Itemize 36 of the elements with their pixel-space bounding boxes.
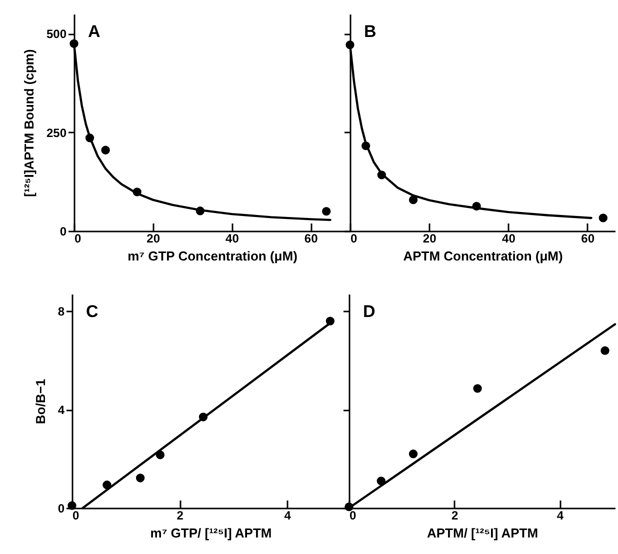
y-tick-label: 250	[46, 126, 67, 140]
x-tick-label: 2	[452, 508, 459, 522]
x-tick-label: 20	[146, 232, 160, 246]
point	[322, 206, 331, 216]
x-tick-label: 4	[284, 508, 292, 522]
point	[600, 346, 610, 355]
point	[136, 474, 145, 482]
y-tick-label: 500	[46, 27, 67, 42]
annotation: C	[86, 302, 98, 321]
x-tick-label: 0	[72, 508, 80, 522]
x-tick-label: 4	[556, 508, 564, 522]
x-axis-title: m⁷ GTP Concentration (μM)	[128, 248, 298, 264]
point	[473, 384, 482, 393]
point	[598, 214, 608, 222]
x-tick-label: 0	[350, 232, 358, 246]
y-tick-label: 8	[58, 304, 65, 319]
x-axis-title: APTM Concentration (μM)	[403, 248, 563, 264]
y-tick-label: 4	[58, 403, 65, 418]
x-axis-title: APTM/ [¹²⁵I] APTM	[426, 526, 538, 540]
point	[408, 196, 418, 204]
x-tick-label: 0	[350, 508, 356, 522]
x-tick-label: 60	[581, 232, 595, 246]
x-axis-title: m⁷ GTP/ [¹²⁵I] APTM	[150, 526, 272, 540]
x-tick-label: 0	[74, 232, 82, 246]
y-axis-title: Bo/B−1	[32, 378, 48, 424]
x-tick-label: 60	[304, 232, 318, 246]
point	[101, 146, 110, 154]
x-tick-label: 40	[226, 232, 240, 246]
annotation: D	[363, 302, 376, 321]
y-axis-title: [¹²⁵I]APTM Bound (cpm)	[21, 49, 36, 197]
x-tick-label: 20	[422, 232, 437, 246]
annotation: A	[88, 22, 100, 41]
x-tick-label: 2	[176, 508, 184, 522]
x-tick-label: 40	[502, 232, 516, 246]
point	[408, 450, 418, 458]
annotation: B	[364, 22, 376, 41]
